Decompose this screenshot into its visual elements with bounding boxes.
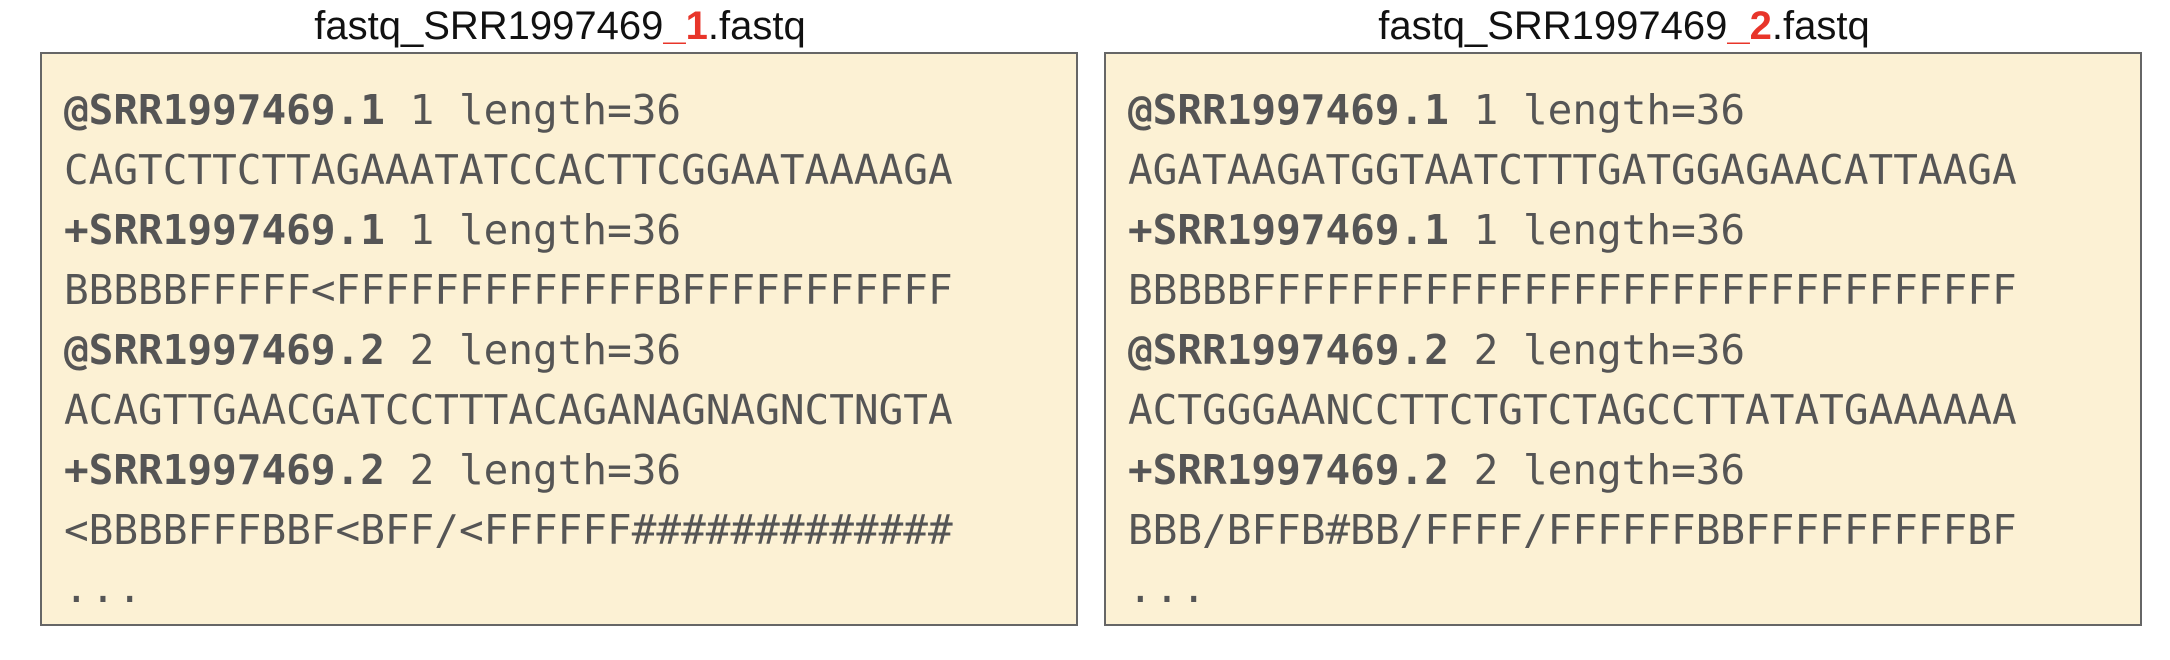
record-plus-line: +SRR1997469.1 1 length=36 — [64, 200, 1076, 260]
record-header-id: @SRR1997469.2 — [1128, 326, 1449, 374]
record-plus-rest: 1 length=36 — [1448, 206, 1746, 254]
record-quality: BBBBBFFFFFFFFFFFFFFFFFFFFFFFFFFFFFFF — [1128, 266, 2017, 314]
fastq-content-box: @SRR1997469.1 1 length=36 CAGTCTTCTTAGAA… — [40, 52, 1078, 626]
file-title-suffix: .fastq — [707, 4, 806, 48]
record-header-id: @SRR1997469.1 — [1128, 86, 1449, 134]
file-title-prefix: fastq_SRR1997469 — [1378, 4, 1728, 48]
record-plus-id: +SRR1997469.1 — [64, 206, 385, 254]
record-header-id: @SRR1997469.2 — [64, 326, 385, 374]
file-title-accent: _1 — [663, 4, 708, 48]
record-header-line: @SRR1997469.2 2 length=36 — [64, 320, 1076, 380]
record-quality: <BBBBFFFBBF<BFF/<FFFFFF############# — [64, 506, 953, 554]
record-plus-id: +SRR1997469.2 — [64, 446, 385, 494]
record-plus-line: +SRR1997469.1 1 length=36 — [1128, 200, 2140, 260]
record-header-line: @SRR1997469.1 1 length=36 — [64, 80, 1076, 140]
record-header-id: @SRR1997469.1 — [64, 86, 385, 134]
record-header-rest: 1 length=36 — [1448, 86, 1746, 134]
record-quality: BBB/BFFB#BB/FFFF/FFFFFFBBFFFFFFFFFBF — [1128, 506, 2017, 554]
file-title: fastq_SRR1997469_2.fastq — [1104, 0, 2144, 52]
file-title-suffix: .fastq — [1771, 4, 1870, 48]
more-records-ellipsis: ... — [1128, 564, 1209, 612]
record-plus-id: +SRR1997469.1 — [1128, 206, 1449, 254]
record-sequence: AGATAAGATGGTAATCTTTGATGGAGAACATTAAGA — [1128, 146, 2017, 194]
record-plus-rest: 2 length=36 — [1448, 446, 1746, 494]
record-header-rest: 2 length=36 — [384, 326, 682, 374]
record-sequence: ACAGTTGAACGATCCTTTACAGANAGNAGNCTNGTA — [64, 386, 953, 434]
record-header-line: @SRR1997469.1 1 length=36 — [1128, 80, 2140, 140]
file-title: fastq_SRR1997469_1.fastq — [40, 0, 1080, 52]
record-sequence: ACTGGGAANCCTTCTGTCTAGCCTTATATGAAAAAA — [1128, 386, 2017, 434]
fastq-content-box: @SRR1997469.1 1 length=36 AGATAAGATGGTAA… — [1104, 52, 2142, 626]
record-plus-line: +SRR1997469.2 2 length=36 — [1128, 440, 2140, 500]
file-title-prefix: fastq_SRR1997469 — [314, 4, 664, 48]
record-header-line: @SRR1997469.2 2 length=36 — [1128, 320, 2140, 380]
record-plus-rest: 1 length=36 — [384, 206, 682, 254]
record-header-rest: 2 length=36 — [1448, 326, 1746, 374]
record-quality: BBBBBFFFFF<FFFFFFFFFFFFFBFFFFFFFFFFF — [64, 266, 953, 314]
record-plus-line: +SRR1997469.2 2 length=36 — [64, 440, 1076, 500]
record-plus-id: +SRR1997469.2 — [1128, 446, 1449, 494]
record-header-rest: 1 length=36 — [384, 86, 682, 134]
record-sequence: CAGTCTTCTTAGAAATATCCACTTCGGAATAAAAGA — [64, 146, 953, 194]
record-plus-rest: 2 length=36 — [384, 446, 682, 494]
more-records-ellipsis: ... — [64, 564, 145, 612]
file-title-accent: _2 — [1727, 4, 1772, 48]
